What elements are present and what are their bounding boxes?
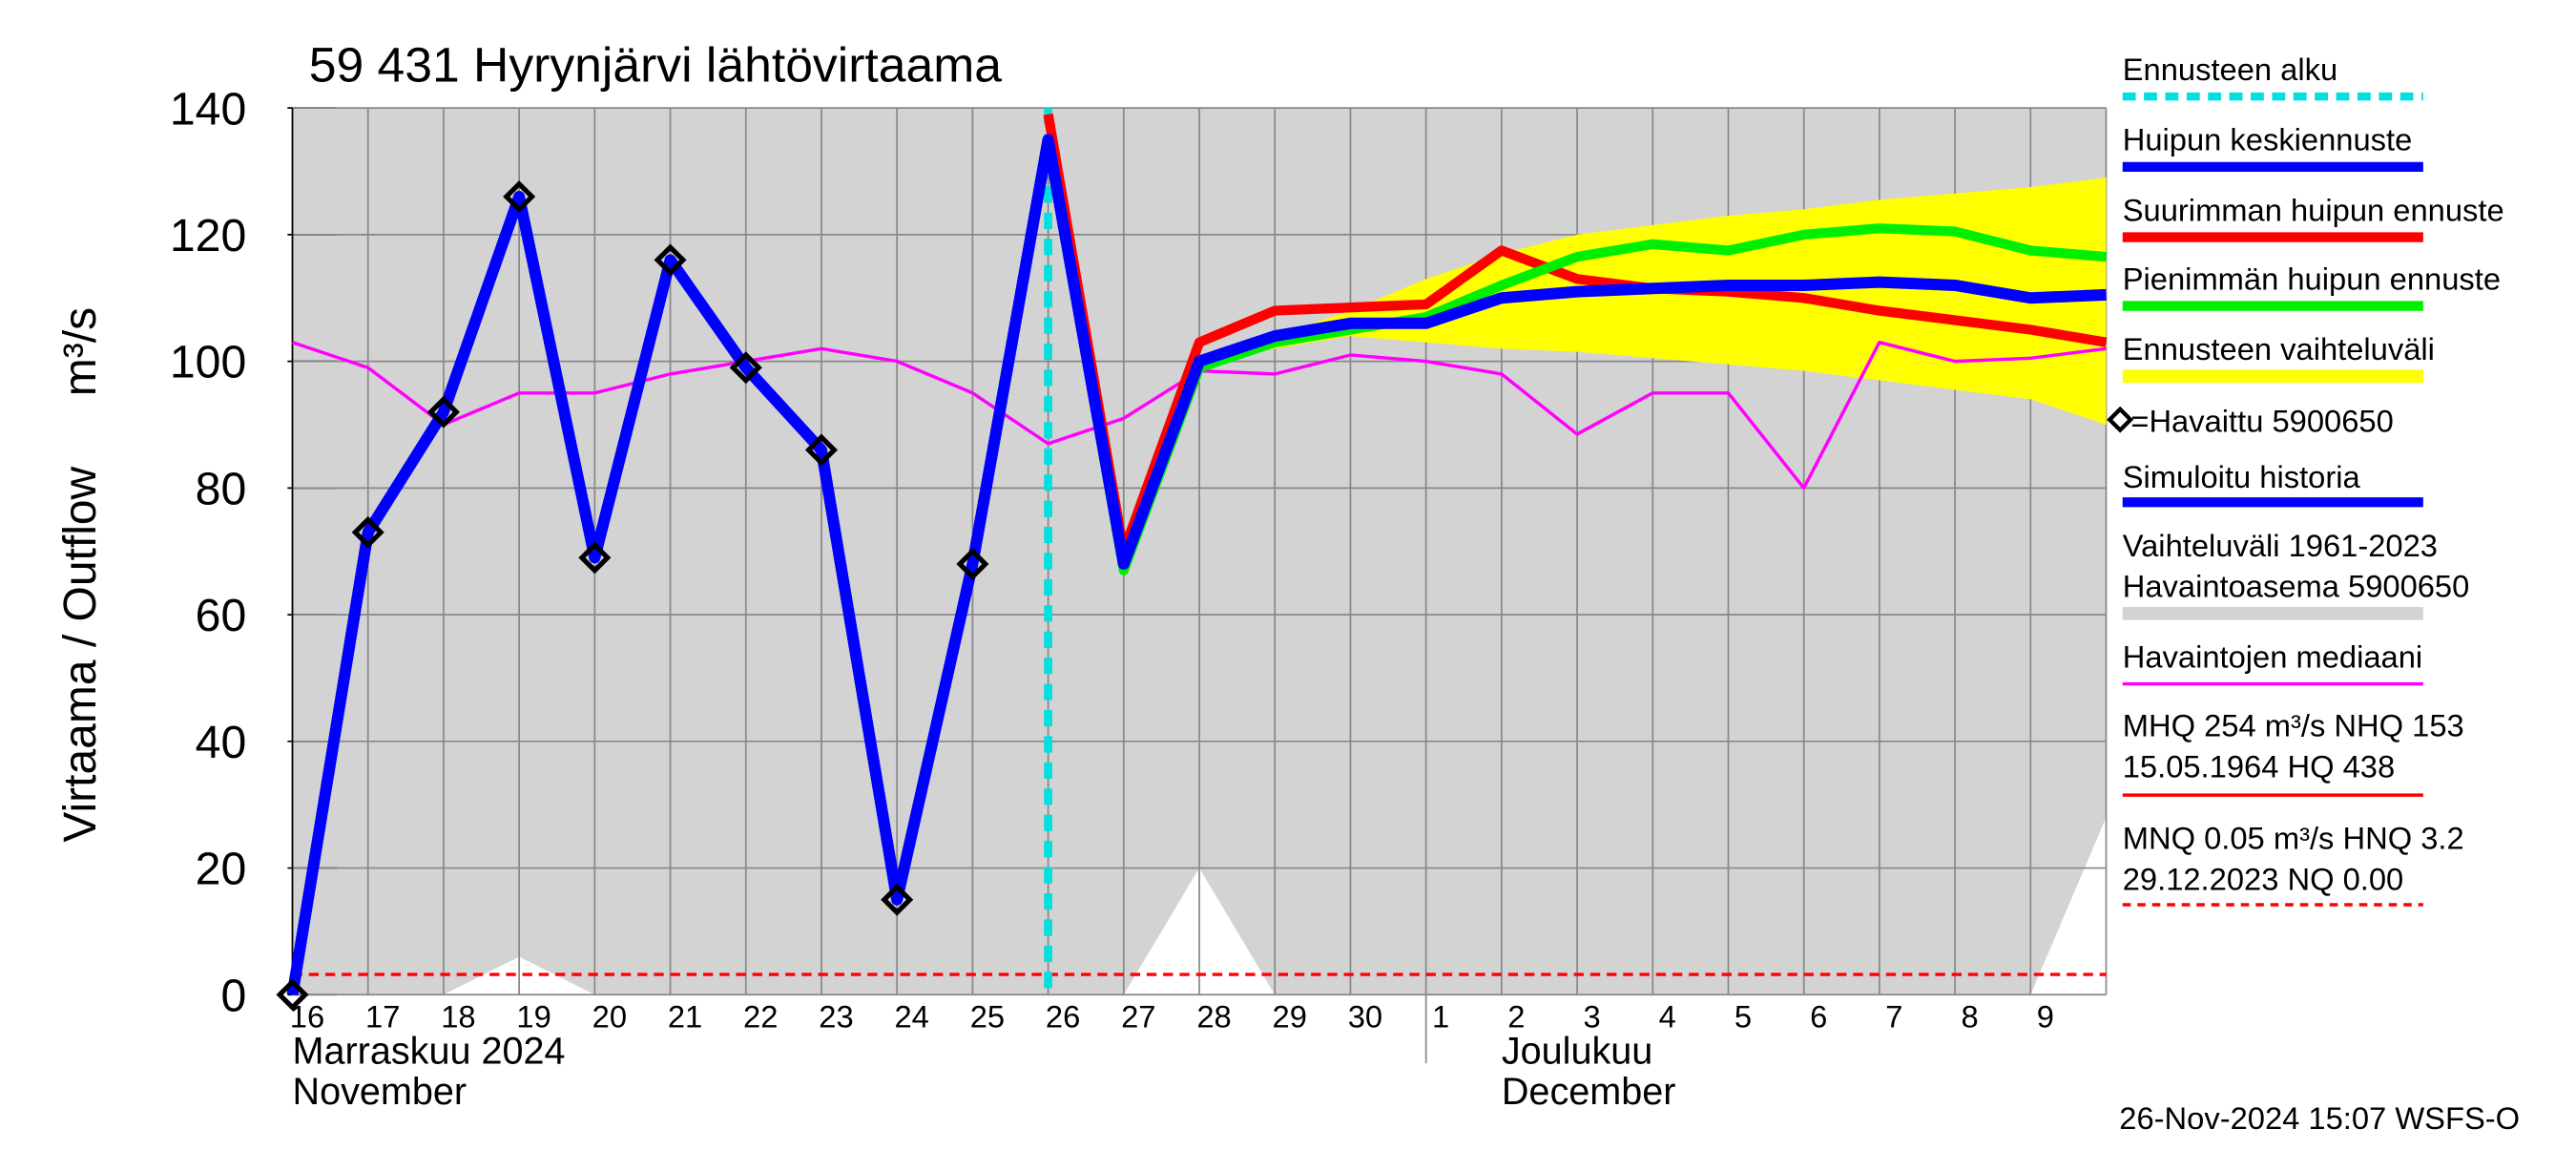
- y-tick-label: 80: [196, 464, 247, 515]
- y-tick-label: 60: [196, 590, 247, 641]
- y-tick-label: 120: [170, 210, 246, 261]
- x-tick-label: 24: [894, 999, 928, 1035]
- observed-marker: [276, 978, 309, 1012]
- series-line: [286, 134, 2107, 996]
- x-tick-label: 1: [1432, 999, 1449, 1035]
- x-tick-label: 7: [1885, 999, 1902, 1035]
- x-tick-label: 29: [1273, 999, 1307, 1035]
- observed-marker: [729, 351, 762, 385]
- legend-label: Ennusteen vaihteluväli: [2123, 331, 2435, 366]
- legend-marker: [2107, 406, 2134, 433]
- series-line: [1043, 138, 2107, 575]
- x-tick-label: 26: [1046, 999, 1080, 1035]
- observed-marker: [578, 541, 612, 575]
- month-label: November: [293, 1071, 467, 1113]
- x-tick-label: 17: [365, 999, 400, 1035]
- legend-label: Pienimmän huipun ennuste: [2123, 261, 2501, 296]
- x-tick-label: 27: [1121, 999, 1155, 1035]
- y-tick-label: 100: [170, 337, 246, 388]
- month-label: Marraskuu 2024: [293, 1030, 566, 1072]
- y-tick-label: 20: [196, 844, 247, 895]
- y-axis-label: Virtaama / Outflow: [54, 467, 106, 843]
- month-label: December: [1502, 1071, 1676, 1113]
- x-tick-label: 9: [2037, 999, 2054, 1035]
- x-tick-label: 18: [441, 999, 475, 1035]
- x-tick-label: 3: [1583, 999, 1600, 1035]
- x-tick-label: 20: [592, 999, 627, 1035]
- month-label: Joulukuu: [1502, 1030, 1652, 1072]
- legend-label: Huipun keskiennuste: [2123, 122, 2413, 157]
- legend-label: Simuloitu historia: [2123, 459, 2361, 494]
- chart-title: 59 431 Hyrynjärvi lähtövirtaama: [309, 37, 1003, 93]
- forecast-band: [1199, 178, 2107, 425]
- observed-marker: [881, 883, 914, 916]
- observed-marker: [426, 395, 460, 429]
- observed-marker: [503, 180, 536, 214]
- x-tick-label: 28: [1196, 999, 1231, 1035]
- y-tick-label: 0: [220, 971, 246, 1022]
- stats-text: 29.12.2023 NQ 0.00: [2123, 862, 2404, 897]
- legend-label: Ennusteen alku: [2123, 52, 2337, 87]
- stats-text: MHQ 254 m³/s NHQ 153: [2123, 707, 2464, 742]
- observed-marker: [956, 548, 989, 580]
- stats-text: MNQ 0.05 m³/s HNQ 3.2: [2123, 821, 2464, 856]
- x-tick-label: 4: [1659, 999, 1676, 1035]
- y-tick-label: 40: [196, 717, 247, 768]
- x-tick-label: 21: [668, 999, 702, 1035]
- footer: 26-Nov-2024 15:07 WSFS-O: [2119, 1100, 2520, 1136]
- observed-marker: [351, 515, 384, 549]
- legend-label: Havaintojen mediaani: [2123, 638, 2422, 674]
- series-line: [1043, 113, 2108, 556]
- stats-text: 15.05.1964 HQ 438: [2123, 748, 2395, 784]
- observed-marker: [804, 433, 839, 467]
- x-tick-label: 5: [1735, 999, 1752, 1035]
- legend-label: Havaintoasema 5900650: [2123, 569, 2470, 604]
- x-tick-label: 19: [516, 999, 551, 1035]
- x-tick-label: 2: [1507, 999, 1525, 1035]
- y-axis-unit: m³/s: [54, 307, 106, 396]
- legend-label: Suurimman huipun ennuste: [2123, 192, 2504, 227]
- legend-label: Vaihteluväli 1961-2023: [2123, 528, 2438, 563]
- x-tick-label: 22: [743, 999, 778, 1035]
- x-tick-label: 30: [1348, 999, 1382, 1035]
- x-tick-label: 6: [1810, 999, 1827, 1035]
- x-tick-label: 25: [970, 999, 1005, 1035]
- legend-label: =Havaittu 5900650: [2130, 404, 2393, 439]
- x-tick-label: 8: [1962, 999, 1979, 1035]
- y-tick-label: 140: [170, 83, 246, 135]
- x-tick-label: 23: [819, 999, 853, 1035]
- observed-marker: [654, 243, 687, 277]
